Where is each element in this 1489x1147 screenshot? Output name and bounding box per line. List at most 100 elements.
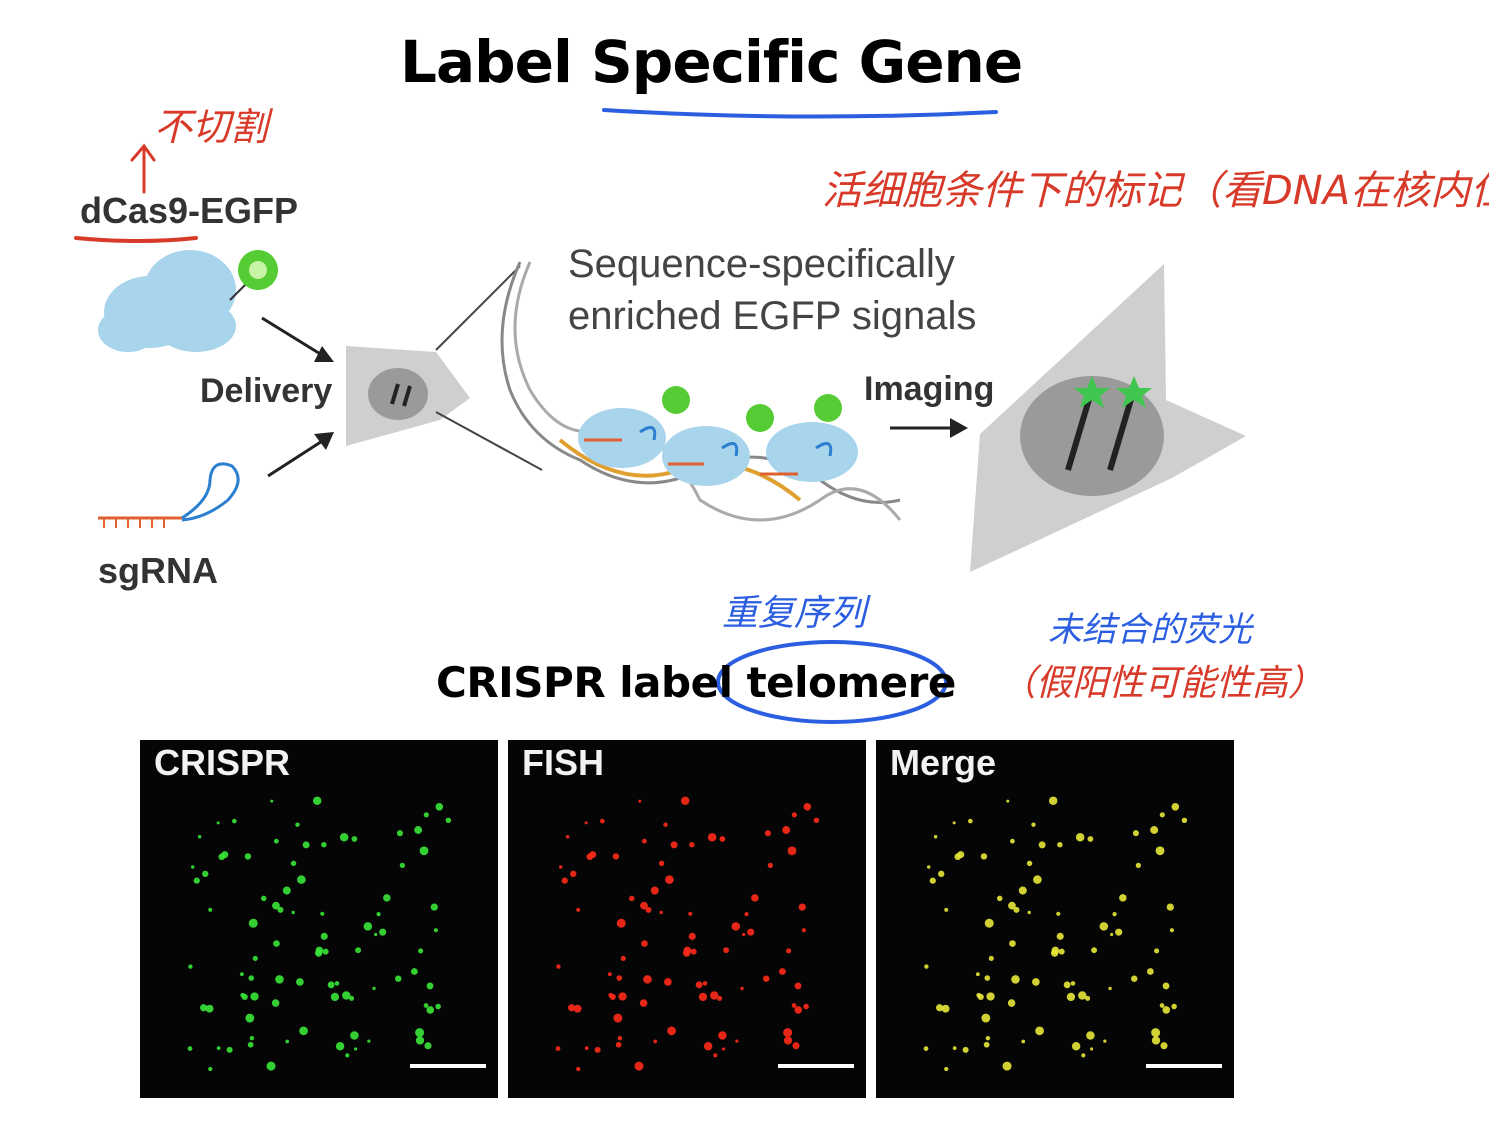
fluorescence-spot [683,950,690,957]
fluorescence-spot [665,875,674,884]
fluorescence-spot [783,1028,792,1037]
fluorescence-spot [1182,818,1187,823]
fluorescence-spot [720,836,726,842]
scale-bar [778,1064,854,1068]
panel-label-merge: Merge [890,742,996,784]
fluorescence-spot [559,865,562,868]
fluorescence-spot [638,800,641,803]
fluorescence-spot [732,922,741,931]
fluorescence-spot [232,819,237,824]
fluorescence-spot [191,865,194,868]
fluorescence-spot [411,968,418,975]
fluorescence-spot [740,987,743,990]
fluorescence-spot [240,993,245,998]
fluorescence-spot [1154,948,1159,953]
fluorescence-spot [321,842,326,847]
fluorescence-spot [340,833,349,842]
fluorescence-spot [689,933,696,940]
fluorescence-spot [667,1026,676,1035]
fluorescence-spot [968,819,973,824]
fluorescence-spot [645,907,651,913]
fluorescence-spot [984,1042,990,1048]
fluorescence-spot [981,853,987,859]
fluorescence-spot [1013,907,1019,913]
fluorescence-spot [292,911,295,914]
fluorescence-spot [722,1047,725,1050]
fluorescence-spot [938,871,944,877]
fluorescence-spot [350,1031,359,1040]
fluorescence-spot [1103,1040,1106,1043]
fluorescence-spot [799,903,806,910]
fluorescence-spot [641,940,648,947]
fluorescence-spot [250,992,258,1000]
fluorescence-spot [434,928,438,932]
fluorescence-spot [671,841,678,848]
fluorescence-spot [424,812,429,817]
fluorescence-spot [415,1028,424,1037]
fluorescence-spot [1033,875,1042,884]
fluorescence-spot [431,903,438,910]
fluorescence-spot [784,1036,792,1044]
fluorescence-spot [985,919,994,928]
fluorescence-spot [640,999,648,1007]
fluorescence-spot [328,981,335,988]
fluorescence-spot [283,887,291,895]
fluorescence-spot [1027,861,1032,866]
fluorescence-spot [1003,1062,1012,1071]
fluorescence-spot [953,821,956,824]
fluorescence-spot [1011,975,1020,984]
fluorescence-spot [1032,978,1040,986]
fluorescence-spot [379,929,386,936]
fluorescence-spot [924,964,928,968]
fluorescence-spot [372,987,375,990]
fluorescence-spot [751,894,759,902]
fluorescence-spot [713,1053,717,1057]
fluorescence-spot [976,993,981,998]
fluorescence-spot [1019,887,1027,895]
fluorescence-spot [1108,987,1111,990]
panel-merge: Merge [876,740,1234,1098]
fluorescence-spot [600,819,605,824]
fluorescence-spot [659,861,664,866]
panel-label-crispr: CRISPR [154,742,290,784]
fluorescence-spot [768,863,773,868]
fluorescence-spot [1072,1042,1080,1050]
fluorescence-spot [953,1046,957,1050]
fluorescence-spot [664,978,672,986]
fluorescence-spot [562,878,568,884]
fluorescence-spot [1115,929,1122,936]
fluorescence-spot [1167,903,1174,910]
fluorescence-spot [1100,922,1109,931]
fluorescence-spot [240,972,244,976]
fluorescence-spot [621,956,626,961]
fluorescence-spot [556,1046,561,1051]
fluorescence-spot [272,999,280,1007]
fluorescence-spot [436,803,444,811]
fluorescence-spot [227,1047,233,1053]
fluorescence-spot [653,1040,657,1044]
fluorescence-spot [944,908,948,912]
fluorescence-spot [424,1003,429,1008]
fluorescence-spot [566,835,569,838]
crispr-dots [140,740,498,1098]
fluorescence-spot [297,875,306,884]
fluorescence-spot [1090,1047,1093,1050]
fluorescence-spot [291,861,296,866]
fluorescence-spot [1150,826,1158,834]
fluorescence-spot [586,853,593,860]
fluorescence-spot [1110,933,1113,936]
fluorescence-spot [1008,999,1016,1007]
fluorescence-spot [253,956,258,961]
fluorescence-spot [1039,841,1046,848]
fluorescence-spot [270,800,273,803]
fluorescence-spot [295,822,299,826]
fluorescence-spot [613,1014,622,1023]
fluorescence-spot [336,1042,344,1050]
fluorescence-spot [1131,975,1137,981]
fluorescence-spot [208,1067,212,1071]
fluorescence-spot [723,947,729,953]
fluorescence-spot [1172,803,1180,811]
fluorescence-spot [585,821,588,824]
fluorescence-spot [792,1042,799,1049]
fluorescence-spot [718,1031,727,1040]
